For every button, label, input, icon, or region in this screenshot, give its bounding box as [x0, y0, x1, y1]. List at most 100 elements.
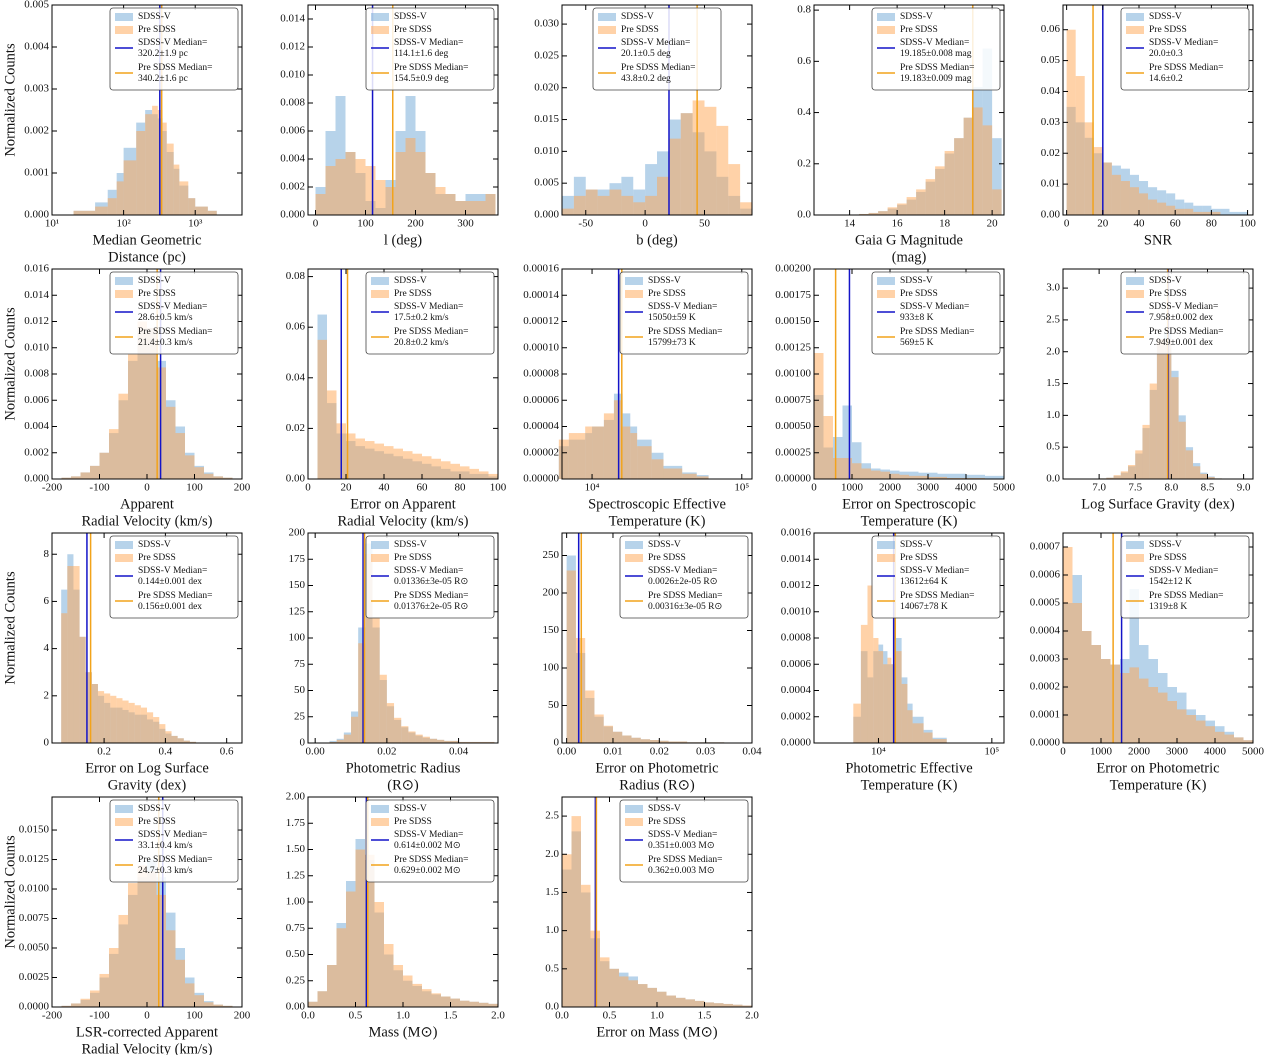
bar	[585, 189, 598, 215]
x-tick-label: 0.04	[742, 746, 762, 758]
bar	[374, 902, 384, 1007]
bar	[916, 189, 926, 215]
bar	[97, 691, 105, 743]
bar	[853, 703, 861, 743]
bar	[71, 476, 81, 479]
y-tick-label: 0.015	[534, 113, 559, 125]
legend-label: SDSS-V Median=	[138, 302, 207, 312]
bar	[405, 138, 416, 215]
bar	[460, 466, 470, 479]
bar	[118, 393, 128, 479]
y-tick-label: 0.002	[280, 181, 305, 193]
plot-frame	[1062, 532, 1254, 744]
legend-label: Pre SDSS	[1149, 289, 1187, 299]
plot-frame	[813, 4, 1005, 216]
legend-label: Pre SDSS Median=	[394, 327, 469, 337]
y-tick-label: 0.0006	[781, 658, 812, 670]
y-tick-label: 0.004	[24, 420, 49, 432]
bar	[104, 693, 111, 743]
bar	[954, 138, 964, 215]
x-tick-label: 200	[407, 218, 424, 230]
bar	[345, 152, 356, 215]
bar	[1157, 202, 1167, 215]
legend: SDSS-V Pre SDSS SDSS-V Median=0.01336±3e-0…	[365, 535, 495, 619]
legend-label: 43.8±0.2 deg	[621, 74, 671, 84]
legend-swatch	[371, 805, 389, 813]
bar	[581, 884, 591, 1007]
bar	[73, 210, 96, 215]
y-tick-label: 0.008	[280, 97, 305, 109]
bar	[603, 725, 613, 743]
y-tick-label: 0.06	[1041, 23, 1061, 35]
bar	[1148, 199, 1158, 215]
y-tick-label: 0.25	[286, 974, 306, 986]
bar	[403, 451, 413, 479]
y-tick-label: 0.000	[24, 209, 49, 221]
legend-label: 0.01376±2e-05 R⊙	[394, 602, 468, 612]
legend-label: Pre SDSS Median=	[394, 855, 469, 865]
bar	[1211, 211, 1221, 215]
legend-label: Pre SDSS Median=	[1149, 63, 1224, 73]
bar	[355, 849, 365, 1007]
legend-swatch	[877, 290, 895, 298]
y-tick-label: 0.00008	[523, 368, 559, 380]
bar	[695, 1000, 705, 1007]
bar	[365, 441, 375, 479]
bar	[963, 117, 974, 215]
bar	[1171, 377, 1179, 479]
bar	[1166, 193, 1176, 215]
bar	[365, 554, 373, 743]
bar	[355, 438, 365, 479]
legend-swatch	[371, 554, 389, 562]
legend: SDSS-V Pre SDSS SDSS-V Median=114.1±1.6 de…	[365, 7, 495, 91]
x-tick-label: 16	[892, 218, 904, 230]
bar	[365, 854, 375, 1007]
legend-swatch	[115, 277, 133, 285]
legend-label: 0.351±0.003 M⊙	[648, 841, 715, 851]
y-tick-label: 0.00000	[775, 473, 811, 485]
legend-label: SDSS-V	[394, 804, 427, 814]
bar	[901, 683, 908, 743]
bar	[600, 957, 610, 1007]
legend-label: 28.6±0.5 km/s	[138, 313, 193, 323]
bar	[412, 453, 422, 479]
bar	[640, 739, 651, 743]
legend-label: 320.2±1.9 pc	[138, 49, 188, 59]
bar	[445, 194, 456, 215]
bar	[1110, 664, 1120, 743]
legend-box	[871, 7, 1001, 91]
bar	[128, 702, 135, 743]
legend-label: Pre SDSS Median=	[648, 855, 723, 865]
bar	[147, 328, 157, 479]
bar	[394, 717, 402, 743]
bar	[1091, 645, 1101, 743]
x-tick-label: 18	[939, 218, 951, 230]
y-tick-label: 2.5	[545, 810, 559, 822]
x-tick-label: 0.02	[650, 746, 669, 758]
y-tick-label: 200	[289, 527, 306, 539]
legend-label: SDSS-V	[648, 276, 681, 286]
legend-label: 154.5±0.9 deg	[394, 74, 449, 84]
y-tick-label: 200	[543, 587, 560, 599]
legend-label: Pre SDSS	[394, 817, 432, 827]
legend-label: SDSS-V	[621, 12, 654, 22]
bar	[1072, 603, 1082, 743]
bar	[185, 455, 195, 479]
y-tick-label: 100	[289, 632, 306, 644]
bar	[386, 703, 395, 743]
bar	[651, 459, 664, 479]
y-tick-label: 150	[543, 624, 560, 636]
bar	[435, 187, 446, 215]
x-axis-label: (mag)	[892, 249, 927, 265]
bar	[814, 353, 824, 479]
legend-label: Pre SDSS	[648, 553, 686, 563]
legend: SDSS-V Pre SDSS SDSS-V Median=0.614±0.002 …	[365, 799, 495, 883]
y-tick-label: 0.04	[1041, 85, 1061, 97]
legend-label: 20.0±0.3	[1149, 49, 1183, 59]
y-tick-label: 3.0	[1046, 282, 1060, 294]
panel: 7.0 7.5 8.0 8.5 9.0 0.0 0.5 1.0 1.5 2.0 2.5 3.0 Log …	[1046, 268, 1254, 512]
bar	[650, 740, 660, 743]
x-tick-label: 10⁵	[984, 746, 999, 758]
y-tick-label: 0	[554, 737, 560, 749]
